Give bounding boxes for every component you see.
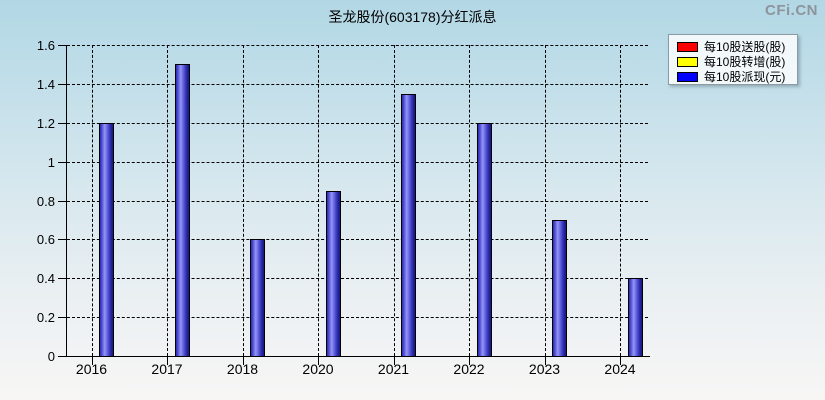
y-gridline: [67, 83, 648, 85]
y-tick-label: 0.8: [36, 193, 55, 209]
dividend-bar-2017: [174, 64, 190, 357]
y-gridline: [67, 122, 648, 124]
y-gridline: [67, 239, 648, 241]
x-gridline: [242, 45, 244, 356]
x-tick-label: 2016: [75, 361, 108, 377]
y-axis-tick: [58, 317, 66, 319]
x-axis-tick: [242, 357, 244, 365]
x-axis-tick: [544, 357, 546, 365]
y-gridline: [67, 161, 648, 163]
y-axis-tick: [58, 83, 66, 85]
legend-item: 每10股转增(股): [677, 55, 797, 69]
legend-label: 每10股送股(股): [704, 40, 786, 54]
x-tick-label: 2021: [377, 361, 410, 377]
x-gridline: [469, 45, 470, 356]
y-gridline: [67, 200, 648, 202]
legend-item: 每10股送股(股): [677, 40, 797, 54]
x-axis-tick: [167, 357, 168, 365]
legend-swatch-icon: [677, 42, 698, 52]
x-gridline: [318, 45, 319, 356]
x-axis-tick: [318, 357, 319, 365]
y-axis-tick: [58, 356, 66, 357]
cfi-watermark: CFi.CN: [765, 2, 818, 19]
x-gridline: [620, 45, 621, 356]
y-tick-label: 1: [47, 154, 55, 170]
y-gridline: [67, 45, 648, 46]
y-tick-label: 0: [47, 349, 55, 364]
x-tick-label: 2020: [302, 361, 334, 377]
x-gridline: [167, 45, 168, 356]
legend-swatch-icon: [677, 57, 698, 67]
dividend-bar-2020: [325, 190, 341, 357]
x-gridline: [544, 45, 546, 356]
x-tick-label: 2023: [528, 361, 561, 377]
x-axis-tick: [620, 357, 621, 365]
dividend-bar-2023: [552, 219, 567, 357]
y-axis-tick: [58, 45, 66, 46]
y-tick-label: 1.2: [36, 115, 55, 131]
x-axis-tick: [393, 357, 395, 365]
y-gridline: [67, 278, 648, 280]
dividend-bar-2016: [99, 122, 114, 357]
y-axis-line: [66, 45, 67, 357]
legend-item: 每10股派现(元): [677, 70, 797, 84]
y-axis-tick: [58, 239, 66, 241]
y-tick-label: 1.4: [36, 76, 55, 92]
legend-label: 每10股派现(元): [704, 70, 786, 84]
legend-swatch-icon: [677, 72, 698, 82]
y-axis-tick: [58, 278, 66, 280]
dividend-bar-2022: [476, 122, 492, 357]
legend-box: 每10股送股(股) 每10股转增(股) 每10股派现(元): [668, 34, 798, 85]
x-tick-label: 2024: [604, 361, 636, 377]
x-tick-label: 2022: [453, 361, 485, 377]
dividend-bar-2021: [401, 93, 416, 357]
x-axis-tick: [91, 357, 93, 365]
y-axis-tick: [58, 122, 66, 124]
y-tick-label: 1.6: [36, 38, 55, 53]
legend-label: 每10股转增(股): [704, 55, 786, 69]
x-axis-line: [66, 356, 650, 357]
x-tick-label: 2018: [226, 361, 259, 377]
x-tick-label: 2017: [151, 361, 183, 377]
x-axis-tick: [469, 357, 470, 365]
dividend-bar-2018: [250, 239, 265, 357]
y-gridline: [67, 317, 648, 319]
y-tick-label: 0.2: [36, 310, 55, 326]
dividend-bar-2024: [627, 278, 643, 357]
y-tick-label: 0.6: [36, 232, 55, 248]
chart-title: 圣龙股份(603178)分红派息: [328, 9, 497, 25]
y-axis-tick: [58, 161, 66, 163]
x-gridline: [91, 45, 93, 356]
y-tick-label: 0.4: [36, 271, 55, 287]
y-axis-tick: [58, 200, 66, 202]
x-gridline: [393, 45, 395, 356]
